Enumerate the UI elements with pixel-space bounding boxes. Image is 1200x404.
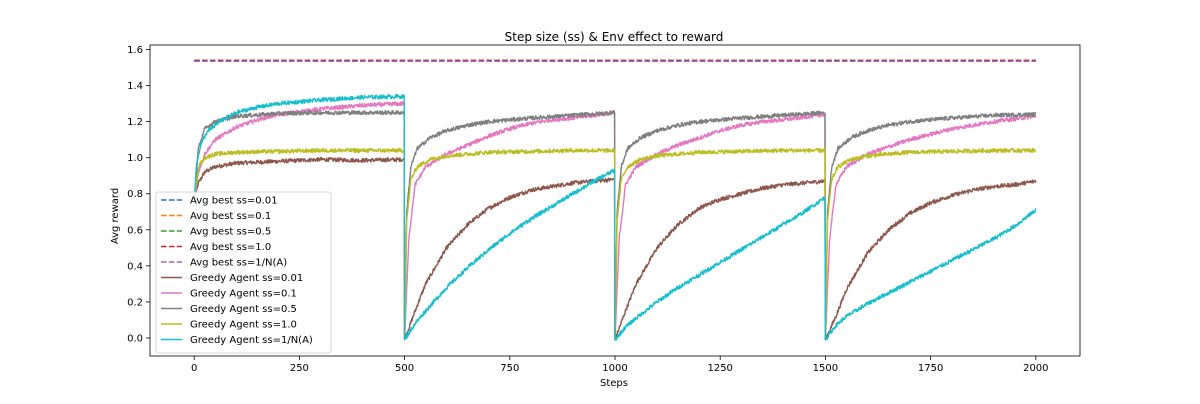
plot-area: 0 250 500 750 1000 1250 1500 1750 20000.00.20.40… bbox=[127, 44, 1081, 374]
x-tick-label: 1000 bbox=[602, 363, 627, 374]
legend-label: Avg best ss=1/N(A) bbox=[190, 258, 287, 269]
x-tick-label: 750 bbox=[500, 363, 519, 374]
greedy-agent-line-9 bbox=[193, 93, 1037, 341]
x-tick-label: 2000 bbox=[1023, 363, 1048, 374]
legend-label: Avg best ss=1.0 bbox=[190, 242, 271, 253]
x-tick-label: 1500 bbox=[813, 363, 838, 374]
y-tick-label: 0.6 bbox=[127, 225, 143, 236]
legend-label: Greedy Agent ss=0.01 bbox=[190, 273, 303, 284]
legend-label: Avg best ss=0.1 bbox=[190, 211, 271, 222]
y-tick-label: 0.0 bbox=[127, 333, 143, 344]
y-tick-label: 0.8 bbox=[127, 189, 143, 200]
y-tick-label: 1.4 bbox=[127, 81, 143, 92]
series-lines bbox=[193, 59, 1037, 341]
x-tick-label: 500 bbox=[395, 363, 414, 374]
legend: Avg best ss=0.01 Avg best ss=0.1 Avg best … bbox=[155, 191, 332, 354]
y-tick-label: 1.2 bbox=[127, 117, 143, 128]
y-axis-ticks: 0.0 0.2 0.4 0.6 0.8 1.0 1.2 1.4 1.6 bbox=[127, 45, 150, 344]
x-tick-label: 1750 bbox=[918, 363, 943, 374]
legend-label: Greedy Agent ss=0.1 bbox=[190, 289, 297, 300]
legend-box bbox=[155, 191, 332, 354]
legend-label: Avg best ss=0.01 bbox=[190, 196, 278, 207]
x-tick-label: 0 bbox=[191, 363, 197, 374]
legend-label: Greedy Agent ss=1/N(A) bbox=[190, 335, 313, 346]
x-axis-ticks: 0 250 500 750 1000 1250 1500 1750 2000 bbox=[191, 356, 1049, 374]
x-tick-label: 250 bbox=[290, 363, 309, 374]
y-tick-label: 1.0 bbox=[127, 153, 143, 164]
y-tick-label: 1.6 bbox=[127, 45, 143, 56]
y-tick-label: 0.4 bbox=[127, 261, 143, 272]
legend-label: Greedy Agent ss=1.0 bbox=[190, 320, 297, 331]
x-axis-label: Steps bbox=[600, 378, 628, 389]
chart-title: Step size (ss) & Env effect to reward bbox=[505, 30, 724, 44]
legend-label: Greedy Agent ss=0.5 bbox=[190, 304, 297, 315]
legend-label: Avg best ss=0.5 bbox=[190, 227, 271, 238]
y-tick-label: 0.2 bbox=[127, 297, 143, 308]
y-axis-label: Avg reward bbox=[110, 188, 121, 244]
x-tick-label: 1250 bbox=[707, 363, 732, 374]
